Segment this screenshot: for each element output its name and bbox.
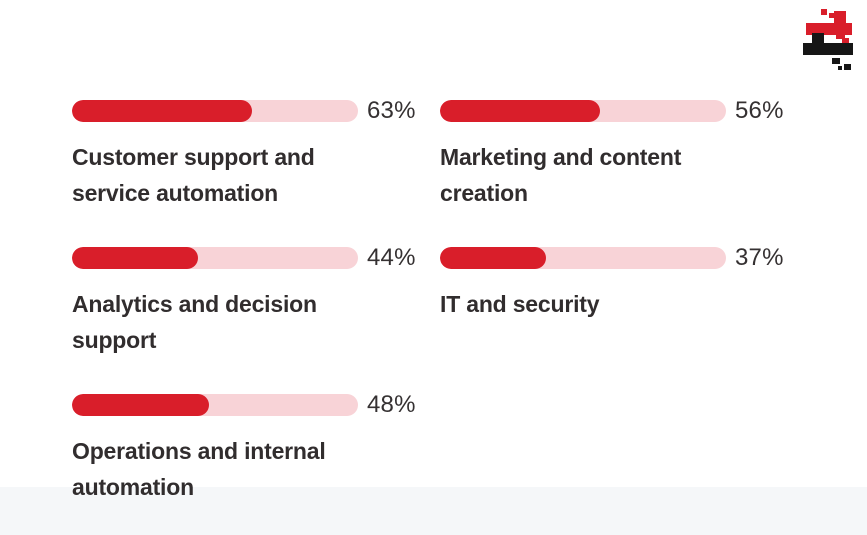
progress-fill	[72, 247, 198, 269]
stat-item-customer-support: 63% Customer support and service automat…	[72, 97, 424, 211]
bar-row: 44%	[72, 244, 424, 272]
bar-row: 56%	[440, 97, 792, 125]
stat-item-marketing: 56% Marketing and content creation	[440, 97, 792, 211]
progress-track	[72, 247, 358, 269]
percent-label: 63%	[367, 97, 416, 124]
bar-row: 48%	[72, 391, 424, 419]
progress-fill	[440, 100, 601, 122]
progress-track	[440, 247, 726, 269]
percent-label: 56%	[735, 97, 784, 124]
progress-fill	[72, 100, 253, 122]
progress-track	[72, 394, 358, 416]
bar-row: 63%	[72, 97, 424, 125]
stat-item-analytics: 44% Analytics and decision support	[72, 244, 424, 358]
progress-fill	[440, 247, 546, 269]
stats-grid: 63% Customer support and service automat…	[72, 97, 796, 505]
bar-row: 37%	[440, 244, 792, 272]
progress-track	[440, 100, 726, 122]
stat-label: Customer support and service automation	[72, 144, 315, 206]
percent-label: 48%	[367, 391, 416, 418]
footer-background-strip	[0, 487, 867, 535]
pixel-glitch-plus-logo-icon	[802, 7, 858, 71]
stat-item-operations: 48% Operations and internal automation	[72, 391, 424, 505]
progress-fill	[72, 394, 210, 416]
progress-track	[72, 100, 358, 122]
percent-label: 44%	[367, 244, 416, 271]
stat-label: Analytics and decision support	[72, 291, 317, 353]
stat-label: IT and security	[440, 291, 600, 317]
stat-item-it-security: 37% IT and security	[440, 244, 792, 358]
stat-label: Operations and internal automation	[72, 438, 326, 500]
percent-label: 37%	[735, 244, 784, 271]
stat-label: Marketing and content creation	[440, 144, 682, 206]
